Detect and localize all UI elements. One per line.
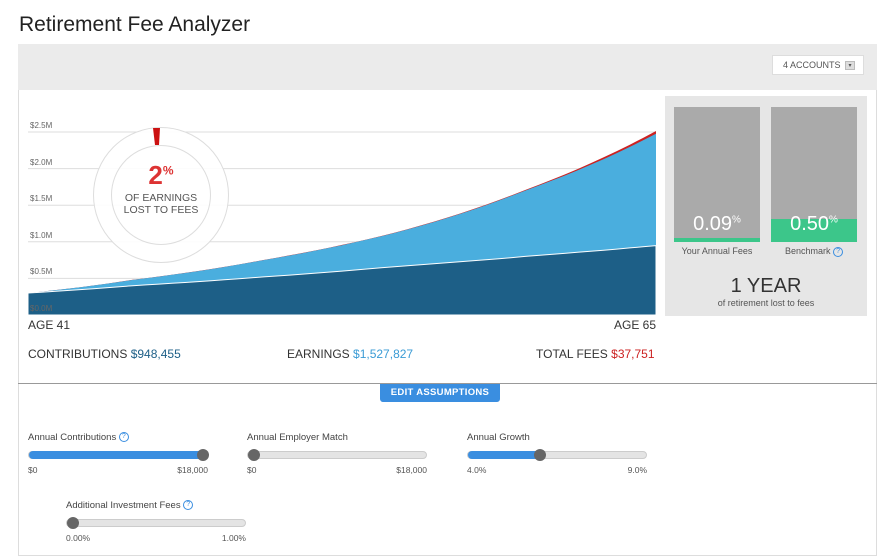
slider-thumb[interactable] <box>67 517 79 529</box>
chevron-down-icon: ▾ <box>845 61 855 70</box>
y-tick-label: $2.0M <box>30 157 53 167</box>
y-tick-label: $1.5M <box>30 194 53 204</box>
benchmark-bar: 0.50% <box>771 107 857 242</box>
slider-thumb[interactable] <box>534 449 546 461</box>
accounts-label: 4 ACCOUNTS <box>783 60 841 70</box>
top-bar <box>18 44 877 90</box>
growth-chart <box>28 131 656 316</box>
help-icon[interactable]: ? <box>118 432 129 443</box>
slider-thumb[interactable] <box>197 449 209 461</box>
benchmark-label: Benchmark ? <box>771 246 857 257</box>
y-tick-label: $1.0M <box>30 230 53 240</box>
years-lost-caption: of retirement lost to fees <box>717 298 815 308</box>
fee-ring-inner <box>111 145 211 245</box>
slider-min: 0.00% <box>66 533 91 543</box>
help-icon[interactable]: ? <box>183 500 194 511</box>
slider-min: $0 <box>247 465 257 475</box>
your-fees-bar: 0.09% <box>674 107 760 242</box>
slider-track[interactable] <box>66 517 246 529</box>
slider-track[interactable] <box>247 449 427 461</box>
age-start: AGE 41 <box>28 318 71 332</box>
contributions-summary: CONTRIBUTIONS $948,455 <box>28 347 181 361</box>
slider-track[interactable] <box>467 449 647 461</box>
y-tick-label: $0.5M <box>30 267 53 277</box>
slider-fill <box>468 451 540 459</box>
fees-summary: TOTAL FEES $37,751 <box>536 347 655 361</box>
slider-min: $0 <box>28 465 38 475</box>
slider-label: Additional Investment Fees ? <box>66 500 194 511</box>
slider-label: Annual Contributions ? <box>28 432 129 443</box>
years-lost: 1 YEAR <box>730 275 802 297</box>
y-tick-label: $2.5M <box>30 121 53 130</box>
edit-assumptions-button[interactable]: EDIT ASSUMPTIONS <box>380 384 500 402</box>
slider-max: 1.00% <box>221 533 246 543</box>
slider-min: 4.0% <box>467 465 487 475</box>
your-fees-label: Your Annual Fees <box>681 246 753 256</box>
slider-max: $18,000 <box>396 465 427 475</box>
earnings-summary: EARNINGS $1,527,827 <box>287 347 414 361</box>
fee-percent: 2% <box>148 160 174 190</box>
slider-fill <box>29 451 207 459</box>
contributions-area <box>28 245 656 316</box>
slider-max: $18,000 <box>177 465 208 475</box>
fee-ring-caption: OF EARNINGS LOST TO FEES <box>123 192 199 216</box>
slider-label: Annual Growth <box>467 432 530 443</box>
slider-label: Annual Employer Match <box>247 432 348 443</box>
help-icon[interactable]: ? <box>833 246 844 257</box>
slider-track[interactable] <box>28 449 209 461</box>
slider-max: 9.0% <box>627 465 647 475</box>
page-title: Retirement Fee Analyzer <box>19 13 251 36</box>
fee-ring-arc <box>153 128 160 145</box>
accounts-dropdown[interactable]: 4 ACCOUNTS ▾ <box>772 55 864 75</box>
age-end: AGE 65 <box>614 318 657 332</box>
y-tick-label: $0.0M <box>30 304 53 313</box>
slider-thumb[interactable] <box>248 449 260 461</box>
divider <box>18 383 877 384</box>
